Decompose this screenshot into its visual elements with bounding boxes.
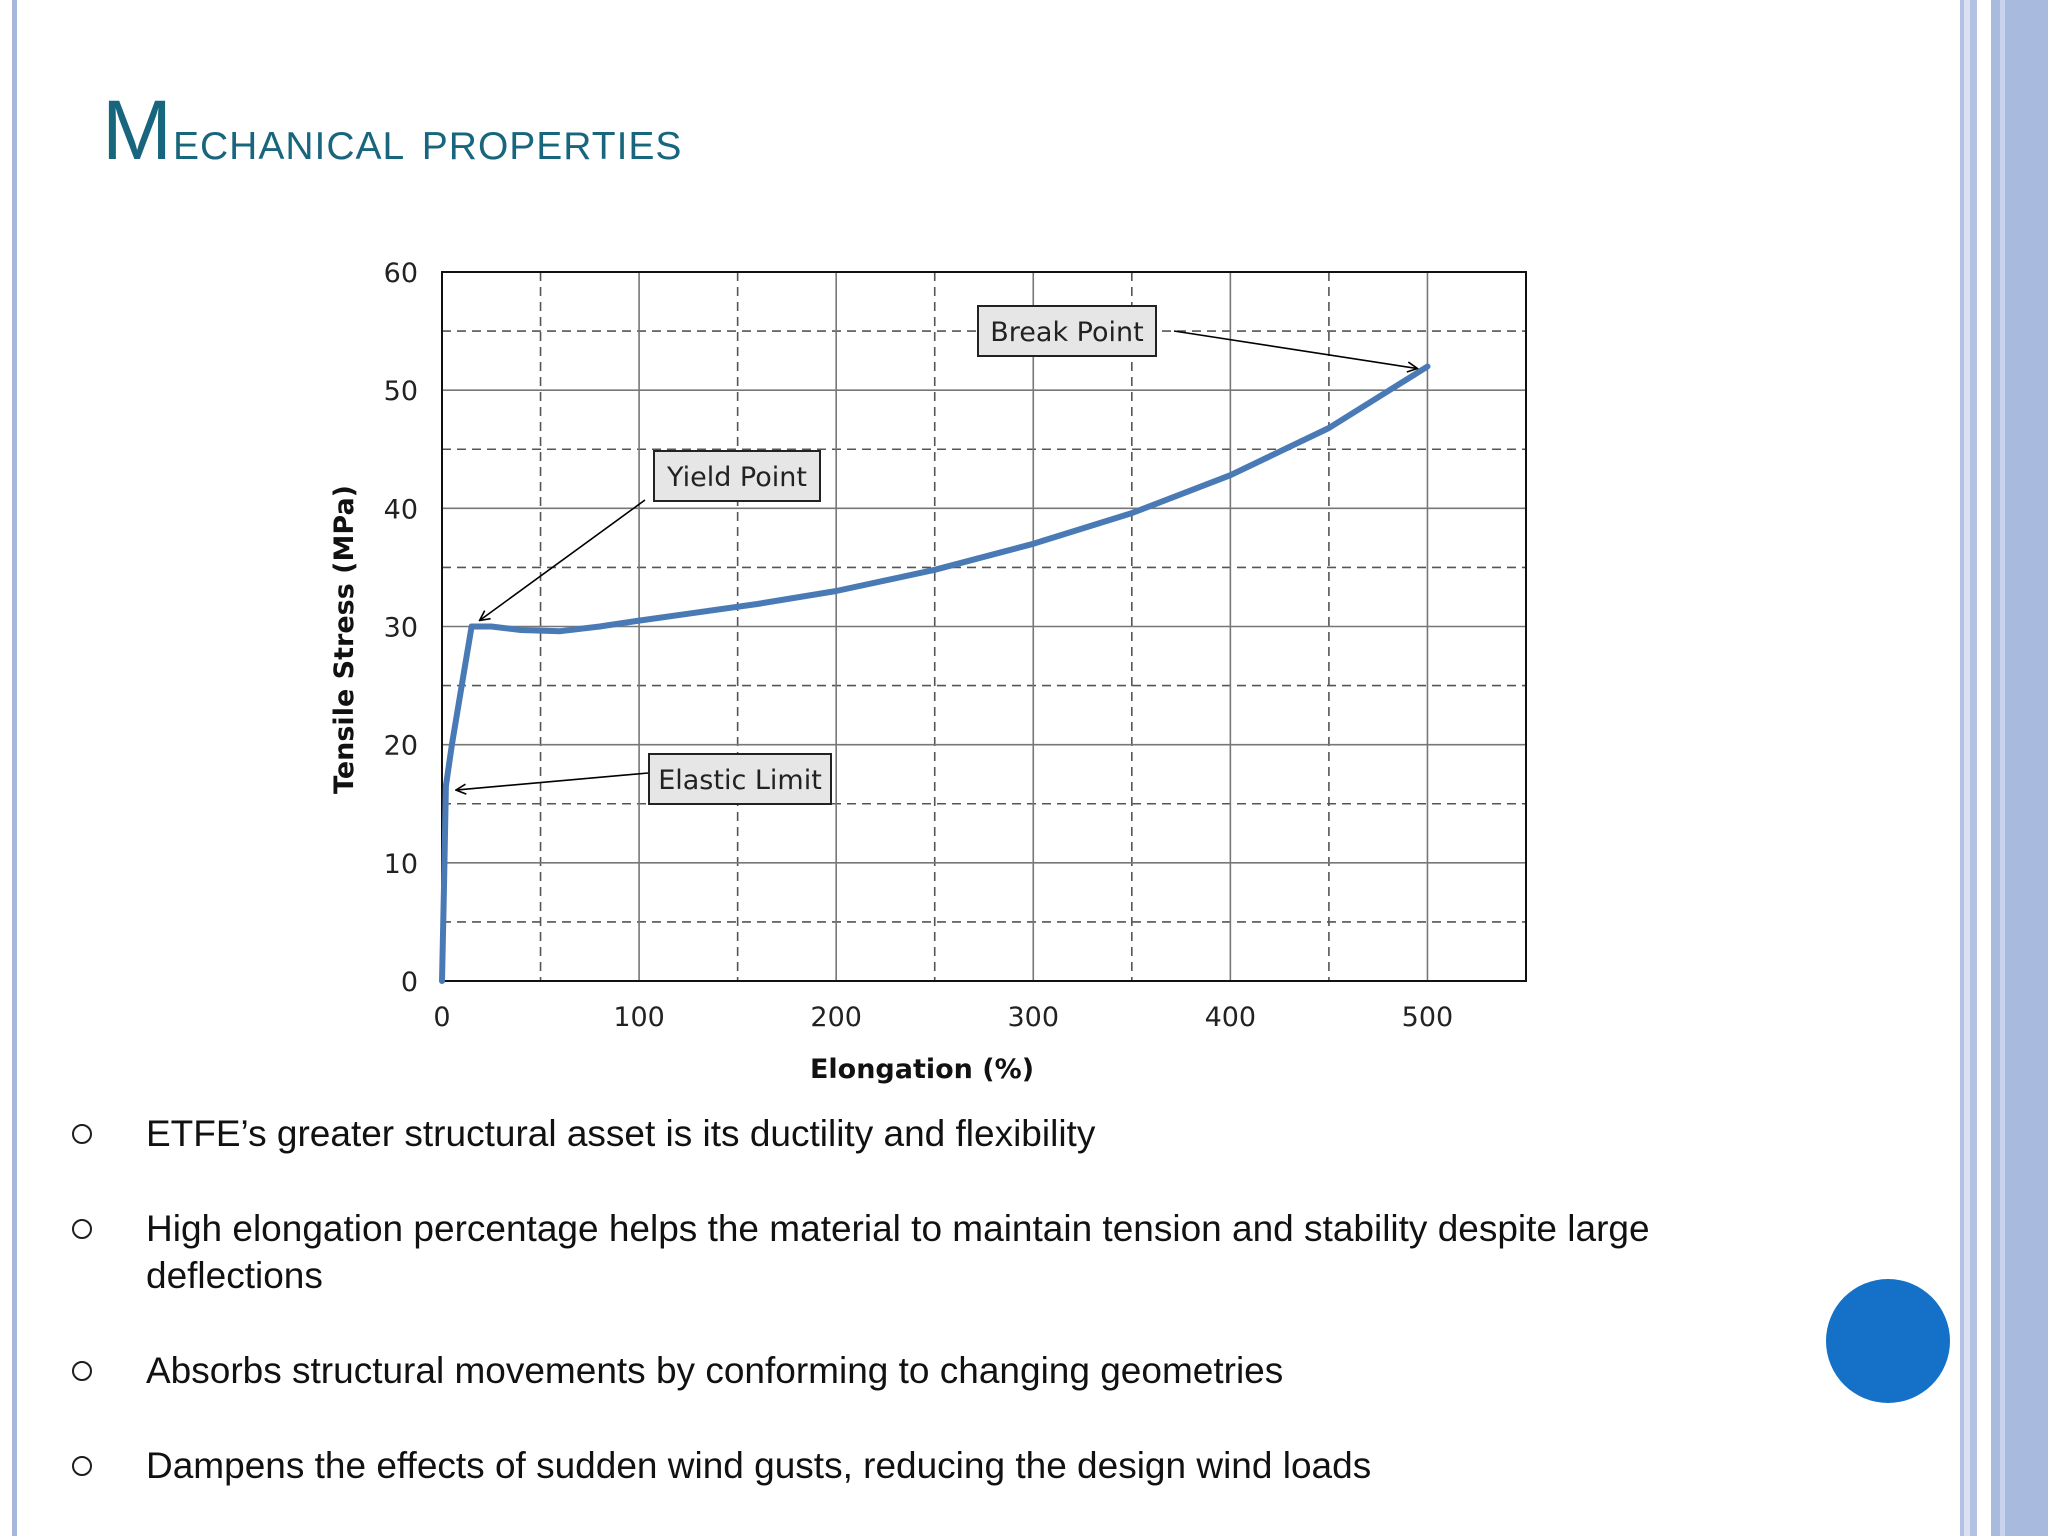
bullet-text: Dampens the effects of sudden wind gusts… [146,1445,1372,1486]
bullet-circle-icon [72,1456,92,1476]
stress-strain-chart: 0 100 200 300 400 500 0 10 20 30 40 50 60 Break Poin… [330,258,1527,1085]
break-point-arrow [1173,330,1417,369]
slide-title: Mechanical properties [102,83,683,177]
break-point-box [977,305,1157,357]
annotation-yield-point: Yield Point [480,450,821,621]
left-border-rule [12,0,17,1536]
elastic-limit-box [648,753,832,805]
x-tick-label: 100 [613,1002,665,1033]
x-tick-label: 500 [1402,1002,1454,1033]
bullet-item: ETFE’s greater structural asset is its d… [70,1110,1790,1157]
bullet-item: Dampens the effects of sudden wind gusts… [70,1442,1790,1489]
bullet-list: ETFE’s greater structural asset is its d… [70,1110,1790,1537]
bullet-item: High elongation percentage helps the mat… [70,1205,1790,1299]
bullet-circle-icon [72,1361,92,1381]
y-tick-label: 0 [401,967,418,998]
break-point-label: Break Point [990,317,1143,348]
y-tick-label: 60 [384,258,418,289]
yield-point-arrow [480,499,646,621]
x-tick-label: 200 [810,1002,862,1033]
annotation-elastic-limit: Elastic Limit [456,753,832,805]
plot-frame [441,271,1527,982]
yield-point-box [653,450,821,502]
x-tick-label: 400 [1205,1002,1257,1033]
bullet-text: High elongation percentage helps the mat… [146,1208,1650,1296]
bullet-text: Absorbs structural movements by conformi… [146,1350,1284,1391]
tick-labels: 0 100 200 300 400 500 0 10 20 30 40 50 60 [384,258,1454,1033]
x-axis-label: Elongation (%) [810,1054,1034,1085]
y-tick-label: 30 [384,613,418,644]
y-tick-label: 10 [384,849,418,880]
bullet-circle-icon [72,1219,92,1239]
y-axis-label: Tensile Stress (MPa) [330,485,360,794]
y-tick-label: 50 [384,376,418,407]
y-tick-label: 40 [384,494,418,525]
x-tick-label: 0 [433,1002,450,1033]
x-tick-label: 300 [1007,1002,1059,1033]
stress-strain-curve [439,363,1431,984]
decorative-blue-circle [1826,1279,1950,1403]
bullet-circle-icon [72,1124,92,1144]
bullet-item: Absorbs structural movements by conformi… [70,1347,1790,1394]
elastic-limit-label: Elastic Limit [658,765,822,796]
chart-grid [442,272,1526,981]
right-border-stripes [1960,0,2048,1536]
bullet-text: ETFE’s greater structural asset is its d… [146,1113,1096,1154]
elastic-limit-arrow [456,772,649,790]
y-tick-label: 20 [384,731,418,762]
annotation-break-point: Break Point [977,305,1417,369]
yield-point-label: Yield Point [666,462,807,493]
